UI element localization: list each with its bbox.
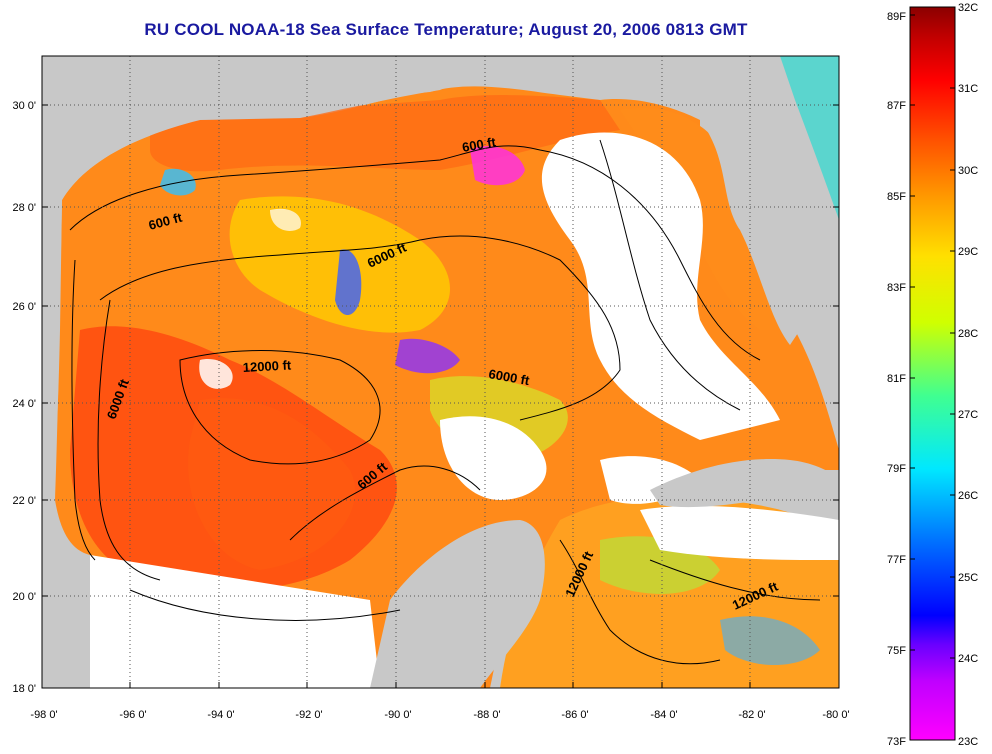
lat-tick-label: 22 0' xyxy=(12,495,36,507)
lon-tick-label: -88 0' xyxy=(473,709,500,721)
colorbar-f-label: 83F xyxy=(887,282,906,294)
colorbar-c-label: 23C xyxy=(958,736,978,748)
colorbar-f-label: 79F xyxy=(887,463,906,475)
colorbar-c-label: 27C xyxy=(958,409,978,421)
cuba-land xyxy=(650,459,839,508)
cloud-mask-nw xyxy=(270,208,301,231)
lon-tick-label: -86 0' xyxy=(561,709,588,721)
contour-label-600-top: 600 ft xyxy=(461,134,498,155)
caribbean-cool-patch xyxy=(720,616,820,665)
contour-600ft xyxy=(69,145,761,361)
lat-tick-label: 20 0' xyxy=(12,591,36,603)
lon-tick-label: -98 0' xyxy=(30,709,57,721)
colorbar-c-label: 29C xyxy=(958,246,978,258)
colorbar-c-label: 24C xyxy=(958,653,978,665)
cold-patch-1 xyxy=(335,249,362,315)
latitude-axis: 30 0' 28 0' 26 0' 24 0' 22 0' 20 0' 18 0… xyxy=(12,100,36,695)
contour-florida xyxy=(599,139,741,411)
contour-label-6000-east: 6000 ft xyxy=(487,366,531,388)
colorbar-f-label: 87F xyxy=(887,100,906,112)
longitude-axis: -98 0' -96 0' -94 0' -92 0' -90 0' -88 0… xyxy=(30,709,849,721)
lat-tick-label: 28 0' xyxy=(12,202,36,214)
contour-6000ft xyxy=(99,235,621,421)
colorbar-f-label: 75F xyxy=(887,645,906,657)
contour-6000ft-west xyxy=(97,299,161,581)
colorbar-f-label: 89F xyxy=(887,11,906,23)
cloud-mask-west xyxy=(199,359,233,389)
warm-core-sst-2 xyxy=(188,398,356,570)
lat-tick-label: 24 0' xyxy=(12,398,36,410)
lon-tick-label: -96 0' xyxy=(119,709,146,721)
depth-contours xyxy=(69,139,821,665)
lat-tick-label: 30 0' xyxy=(12,100,36,112)
cloud-mask-caribbean xyxy=(640,505,839,560)
colorbar-c-label: 28C xyxy=(958,328,978,340)
colorbar-c-label: 25C xyxy=(958,572,978,584)
lon-tick-label: -90 0' xyxy=(384,709,411,721)
colorbar-fahrenheit-labels: 89F 87F 85F 83F 81F 79F 77F 75F 73F xyxy=(887,11,906,748)
contour-cayman-w xyxy=(559,539,721,665)
colorbar-c-label: 26C xyxy=(958,490,978,502)
cold-patch-2 xyxy=(395,338,460,374)
mexico-land xyxy=(42,200,90,688)
yucatan-land xyxy=(370,520,545,688)
lon-tick-label: -94 0' xyxy=(207,709,234,721)
lon-tick-label: -80 0' xyxy=(822,709,849,721)
contour-cayman-e xyxy=(649,559,821,601)
lat-tick-label: 18 0' xyxy=(12,683,36,695)
colorbar-f-label: 81F xyxy=(887,373,906,385)
contour-12000ft xyxy=(179,350,381,465)
contour-600ft-west xyxy=(71,259,96,561)
colorbar: 89F 87F 85F 83F 81F 79F 77F 75F 73F 32C … xyxy=(887,2,978,748)
lon-tick-label: -82 0' xyxy=(738,709,765,721)
colorbar-c-label: 32C xyxy=(958,2,978,14)
map-title: RU COOL NOAA-18 Sea Surface Temperature;… xyxy=(144,20,748,39)
florida-land xyxy=(700,56,839,345)
colorbar-celsius-labels: 32C 31C 30C 29C 28C 27C 26C 25C 24C 23C xyxy=(958,2,978,748)
colorbar-gradient xyxy=(909,6,956,741)
us-coast-land xyxy=(42,56,700,220)
colorbar-f-label: 85F xyxy=(887,191,906,203)
colorbar-f-label: 77F xyxy=(887,554,906,566)
colorbar-c-label: 31C xyxy=(958,83,978,95)
colorbar-f-label: 73F xyxy=(887,736,906,748)
swath-gap xyxy=(90,555,380,688)
cloud-mask-east xyxy=(541,132,780,440)
contour-label-12000-central: 12000 ft xyxy=(242,357,292,375)
plot-frame xyxy=(41,55,840,689)
lon-tick-label: -92 0' xyxy=(295,709,322,721)
colorbar-c-label: 30C xyxy=(958,165,978,177)
contour-campeche-bank xyxy=(129,589,401,621)
tick-marks xyxy=(42,104,839,688)
map-plot-area: 600 ft 600 ft 6000 ft 12000 ft 6000 ft 6… xyxy=(42,56,839,688)
contour-600ft-campeche xyxy=(289,465,481,541)
atlantic-sst xyxy=(780,56,839,220)
lat-tick-label: 26 0' xyxy=(12,301,36,313)
grid-lines xyxy=(42,56,839,688)
cold-patch-3 xyxy=(470,146,525,186)
lon-tick-label: -84 0' xyxy=(650,709,677,721)
